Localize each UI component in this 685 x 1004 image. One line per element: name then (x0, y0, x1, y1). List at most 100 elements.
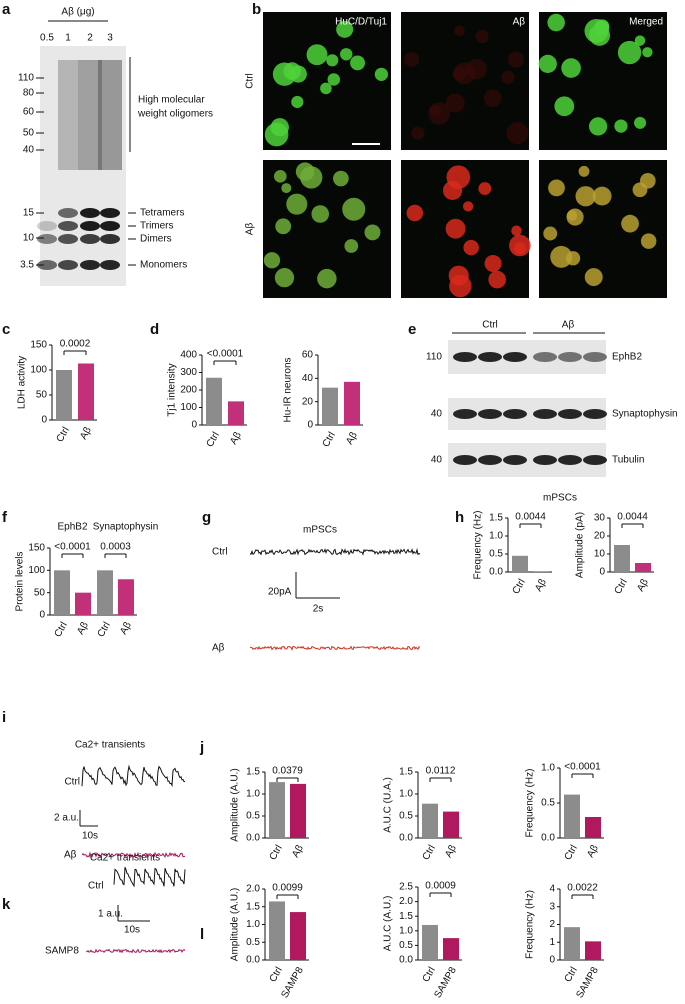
x-tick-label: Aβ (75, 620, 91, 636)
band (100, 221, 120, 231)
trace (82, 767, 185, 787)
label: 40 (23, 145, 35, 156)
bar (585, 817, 601, 838)
cell (635, 35, 646, 46)
chart-title: mPSCs (543, 493, 577, 504)
p-value: 0.0379 (272, 766, 303, 777)
label: d (150, 321, 159, 338)
y-tick-label: 1.0 (541, 763, 555, 774)
label: l (200, 926, 204, 943)
y-tick-label: 0 (307, 420, 313, 431)
y-axis-label: Frequency (Hz) (525, 890, 536, 959)
x-tick-label: Ctrl (563, 965, 580, 984)
cell (375, 68, 388, 81)
y-tick-label: 1.5 (399, 767, 413, 778)
band (533, 352, 557, 362)
label: 2 (87, 33, 93, 44)
cell (642, 47, 652, 57)
band (58, 208, 78, 218)
label: Ctrl (482, 320, 498, 331)
x-tick-label: Aβ (635, 577, 651, 593)
label: mPSCs (303, 525, 337, 536)
y-axis-label: Hu-IR neurons (283, 357, 294, 422)
y-tick-label: 50 (36, 390, 48, 401)
trace (250, 550, 420, 555)
bar (206, 378, 222, 425)
p-value: <0.0001 (564, 762, 601, 773)
band (80, 234, 100, 244)
band (58, 260, 78, 270)
band (453, 352, 477, 362)
bar (422, 925, 438, 960)
label: 15 (23, 208, 35, 219)
y-tick-label: 2.0 (246, 884, 260, 895)
label: 2 a.u. (54, 813, 79, 824)
label: Dimers (140, 234, 172, 245)
label: Ctrl (64, 777, 80, 788)
y-tick-label: 40 (302, 373, 314, 384)
label: Tetramers (140, 208, 184, 219)
y-tick-label: 30 (594, 513, 606, 524)
y-tick-label: 4 (549, 884, 555, 895)
bar (97, 570, 113, 615)
cell (307, 44, 328, 65)
cell (443, 181, 462, 200)
y-tick-label: 1.0 (489, 531, 503, 542)
label: weight oligomers (137, 109, 213, 120)
bar (512, 556, 528, 572)
y-tick-label: 0.0 (246, 833, 260, 844)
label: 40 (431, 409, 443, 420)
band (453, 409, 477, 419)
trace (114, 867, 185, 886)
cell (274, 170, 287, 183)
y-tick-label: 20 (302, 396, 314, 407)
bar (78, 364, 94, 421)
x-tick-label: Ctrl (96, 620, 113, 639)
cell (550, 246, 572, 268)
band (558, 352, 582, 362)
cell (317, 269, 336, 288)
cell (326, 54, 338, 66)
label: 50 (23, 128, 35, 139)
label: Aβ (64, 850, 77, 861)
cell (484, 89, 502, 107)
y-axis-label: A.U.C (U.A.) (383, 777, 394, 833)
x-tick-label: Ctrl (205, 430, 222, 449)
band (558, 409, 582, 419)
cell (463, 240, 478, 255)
label: 110 (426, 352, 442, 363)
band (503, 352, 527, 362)
smear (98, 60, 122, 170)
y-tick-label: 1.5 (489, 513, 503, 524)
x-tick-label: Ctrl (55, 425, 72, 444)
bar (290, 784, 306, 838)
p-value: 0.0002 (60, 339, 91, 350)
cell (561, 58, 581, 78)
y-tick-label: 150 (30, 340, 47, 351)
label: Merged (629, 17, 663, 28)
cell (548, 180, 565, 197)
cell (275, 268, 294, 287)
cell (283, 62, 301, 80)
y-tick-label: 200 (180, 385, 197, 396)
y-axis-label: Tj1 intensity (167, 363, 178, 416)
band (80, 260, 100, 270)
y-tick-label: 0.0 (541, 833, 555, 844)
label: HuC/D/Tuj1 (335, 17, 387, 28)
label: 80 (23, 88, 35, 99)
band (583, 409, 607, 419)
cell (476, 30, 489, 43)
band (100, 234, 120, 244)
bar (585, 941, 601, 960)
label: h (455, 509, 464, 526)
y-tick-label: 0 (599, 567, 605, 578)
cell (567, 210, 577, 220)
band (583, 352, 607, 362)
cell (265, 123, 289, 147)
x-tick-label: Ctrl (321, 430, 338, 449)
label: Ctrl (245, 73, 256, 89)
cell (365, 224, 381, 240)
bar (322, 388, 338, 425)
bar (54, 570, 70, 615)
p-value: 0.0044 (617, 512, 648, 523)
